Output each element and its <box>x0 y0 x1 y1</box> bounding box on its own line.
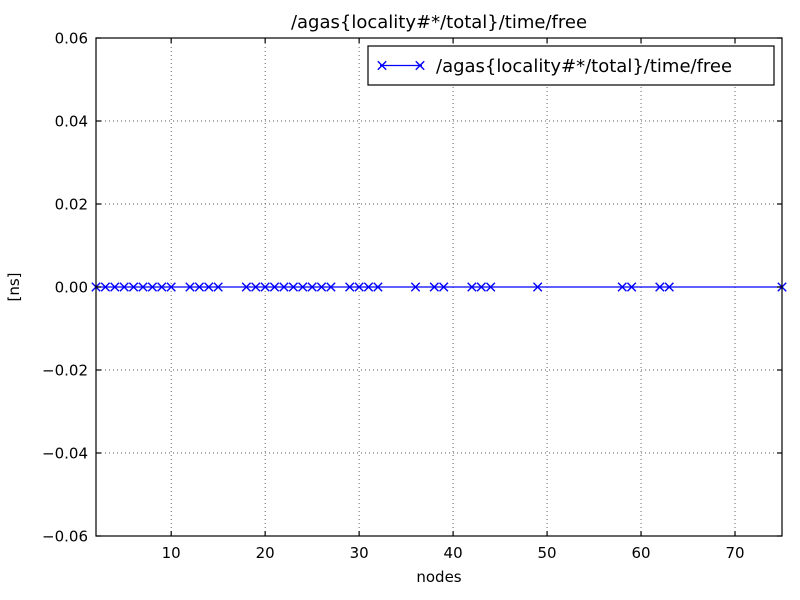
x-tick-label: 20 <box>256 544 275 562</box>
x-marker <box>345 282 355 292</box>
legend-label: /agas{locality#*/total}/time/free <box>436 56 732 77</box>
x-marker <box>204 282 214 292</box>
x-marker <box>298 282 308 292</box>
y-tick-label: −0.04 <box>42 445 88 463</box>
x-marker <box>467 282 477 292</box>
x-marker <box>288 282 299 292</box>
x-marker <box>617 282 627 292</box>
x-marker <box>354 282 364 292</box>
x-marker <box>429 282 439 292</box>
x-marker <box>269 282 280 292</box>
x-marker <box>485 282 496 292</box>
x-marker <box>439 282 449 292</box>
x-marker <box>326 282 336 292</box>
x-tick-label: 30 <box>350 544 369 562</box>
x-marker <box>119 282 129 292</box>
x-marker <box>476 282 486 292</box>
legend-x-marker <box>377 60 387 71</box>
y-tick-label: −0.02 <box>42 362 88 380</box>
x-marker <box>147 282 158 292</box>
chart-title: /agas{locality#*/total}/time/free <box>291 12 587 33</box>
x-marker <box>279 282 289 292</box>
y-tick-label: 0.06 <box>55 30 88 48</box>
x-axis-label: nodes <box>416 568 461 586</box>
x-tick-label: 60 <box>631 544 650 562</box>
y-tick-label: 0.02 <box>55 196 88 214</box>
x-marker <box>664 282 674 292</box>
x-marker <box>655 282 665 292</box>
data-series <box>91 282 787 292</box>
x-marker <box>166 282 176 292</box>
x-marker <box>185 282 195 292</box>
legend-box <box>367 45 775 86</box>
x-marker <box>100 282 111 292</box>
x-marker <box>363 282 374 292</box>
x-marker <box>157 282 167 292</box>
y-tick-label: 0.04 <box>55 113 88 131</box>
x-marker <box>410 282 421 292</box>
x-tick-label: 50 <box>538 544 557 562</box>
x-marker <box>138 282 148 292</box>
x-marker <box>316 282 327 292</box>
y-axis-label: [ns] <box>5 272 23 301</box>
tick-marks <box>96 37 782 537</box>
x-marker <box>251 282 261 292</box>
x-marker <box>213 282 223 292</box>
legend: /agas{locality#*/total}/time/free <box>367 45 775 86</box>
x-marker <box>532 282 543 292</box>
y-tick-label: −0.06 <box>42 528 88 546</box>
x-marker <box>626 282 637 292</box>
x-marker <box>307 282 317 292</box>
legend-x-marker <box>415 60 425 71</box>
x-marker <box>260 282 270 292</box>
x-marker <box>128 282 139 292</box>
x-marker <box>241 282 252 292</box>
x-tick-label: 70 <box>725 544 744 562</box>
y-tick-label: 0.00 <box>55 279 88 297</box>
x-tick-label: 40 <box>444 544 463 562</box>
x-tick-label: 10 <box>162 544 181 562</box>
x-marker <box>194 282 205 292</box>
x-marker <box>110 282 120 292</box>
x-marker <box>373 282 383 292</box>
